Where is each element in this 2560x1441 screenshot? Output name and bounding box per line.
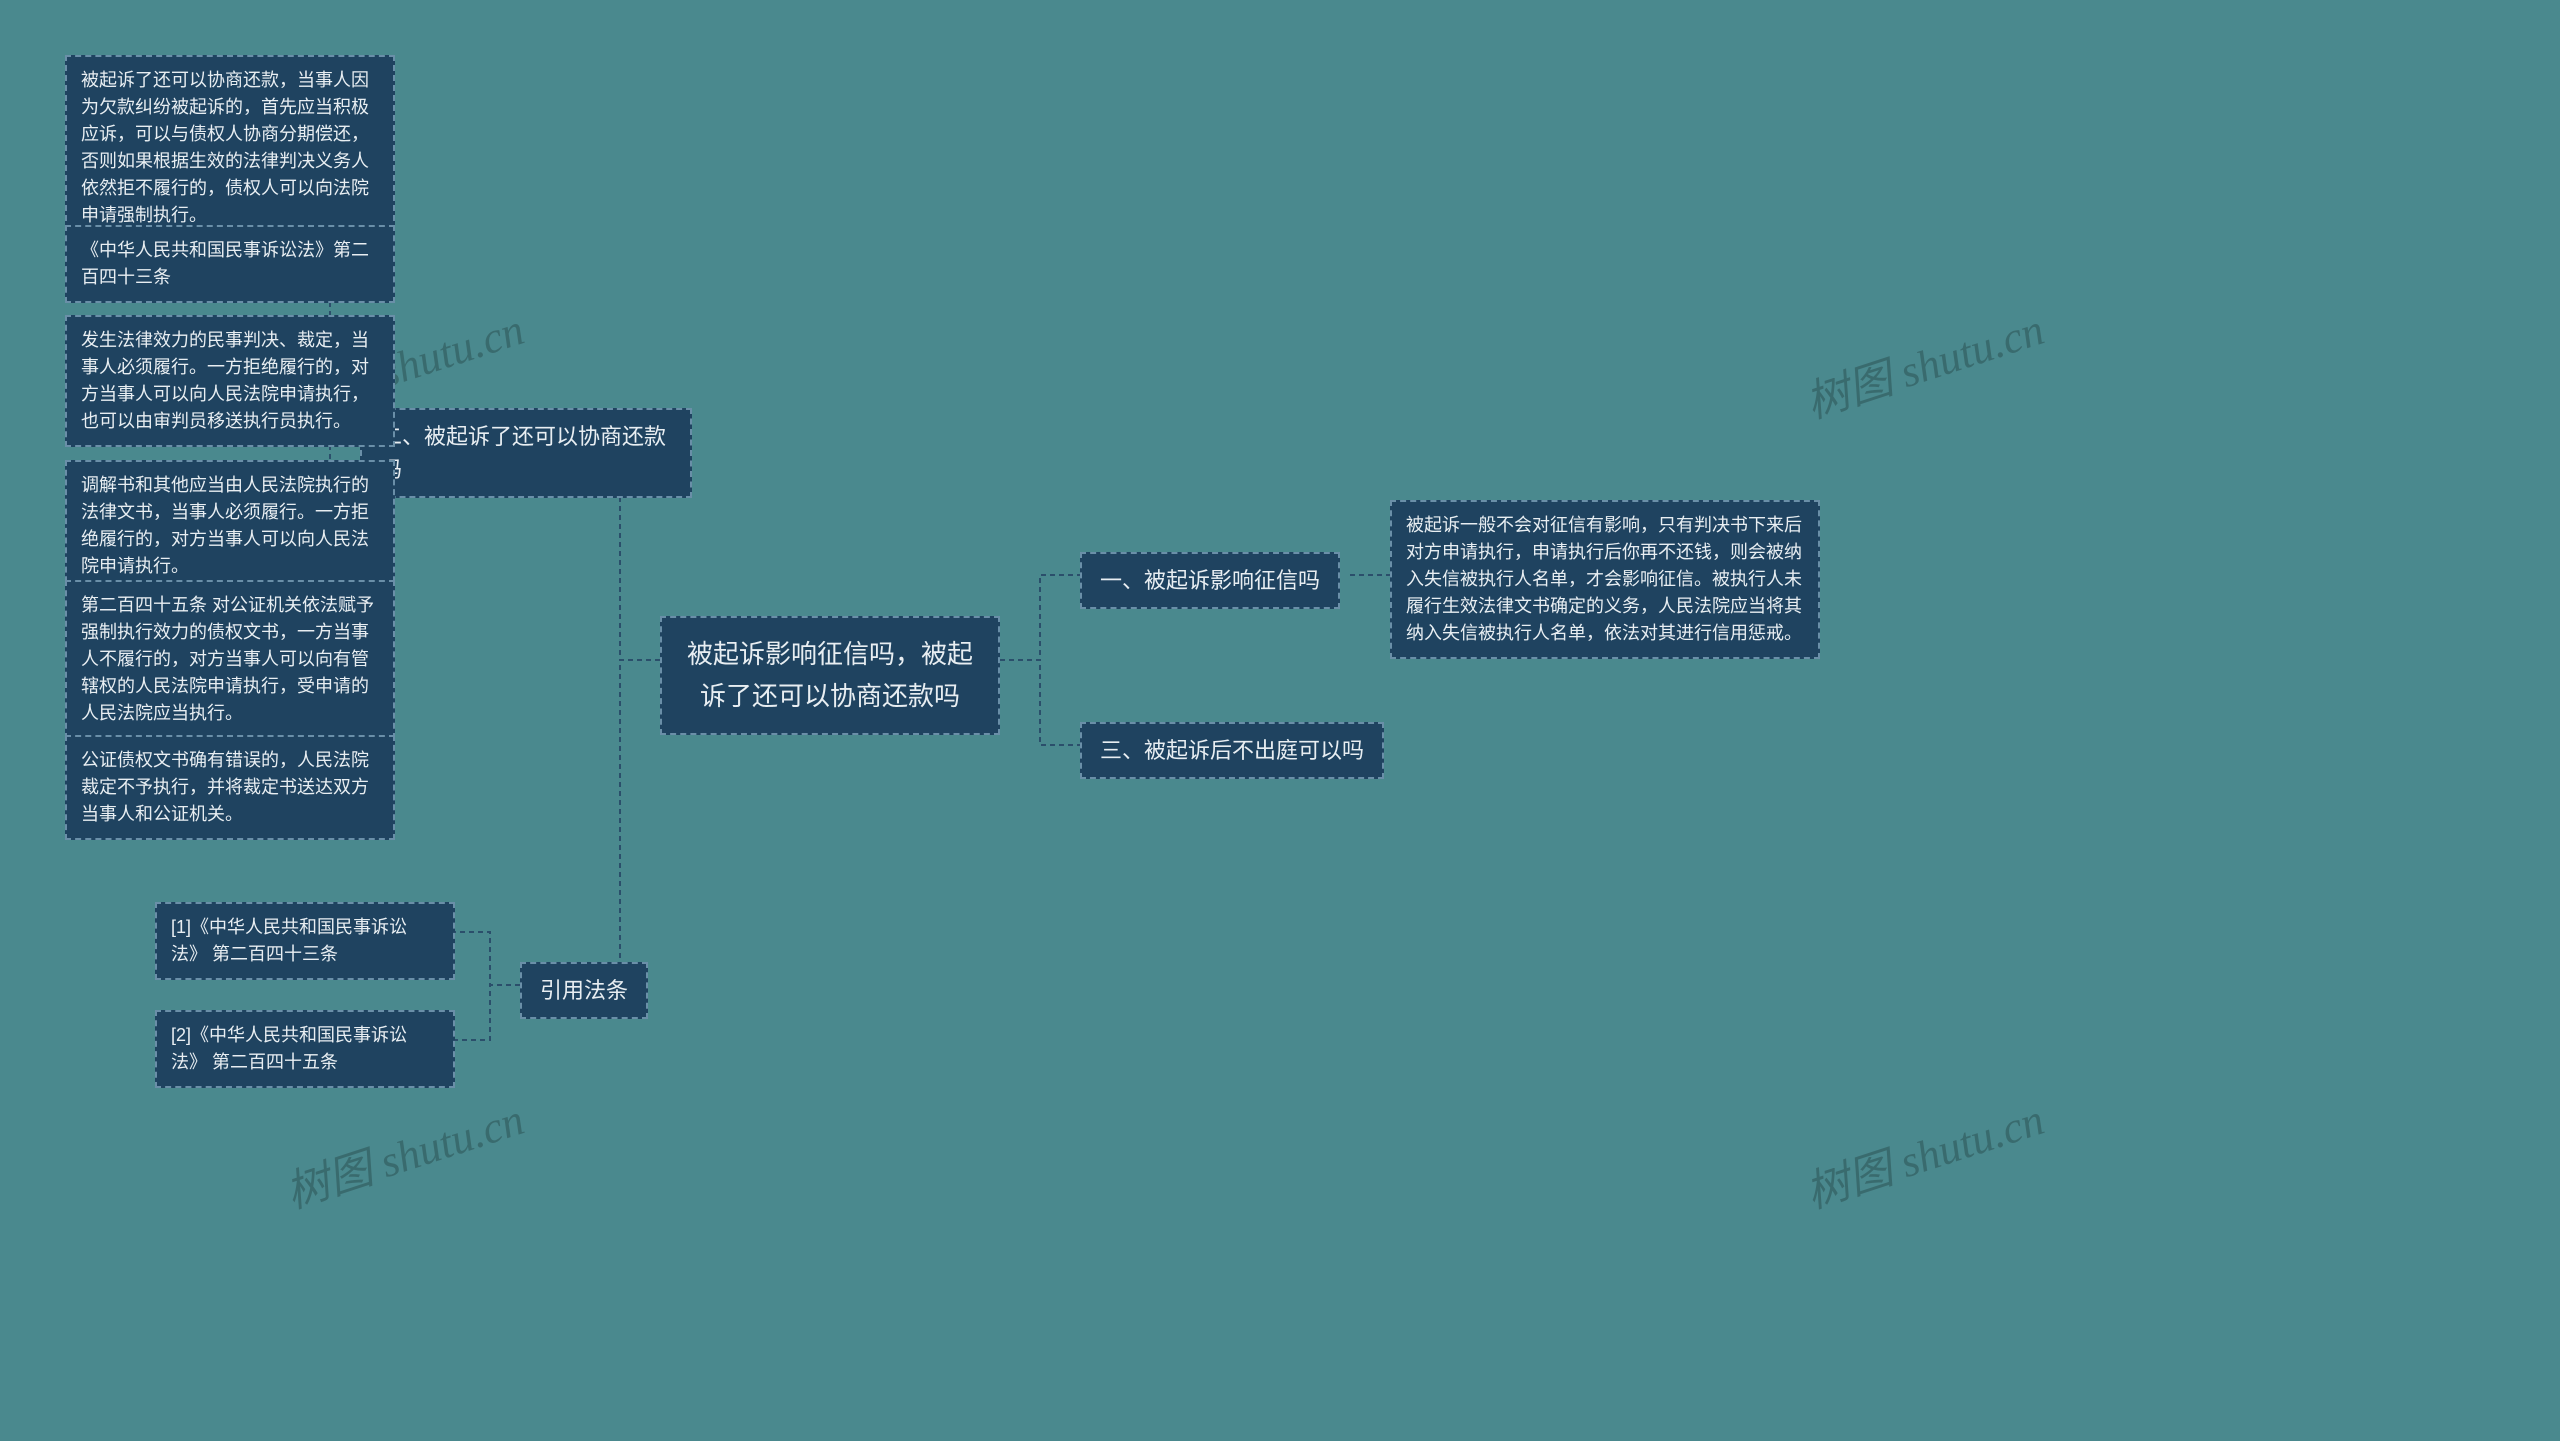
leaf-text: 调解书和其他应当由人民法院执行的法律文书，当事人必须履行。一方拒绝履行的，对方当… — [81, 475, 369, 576]
leaf-node: 《中华人民共和国民事诉讼法》第二百四十三条 — [65, 225, 395, 303]
leaf-node: 被起诉了还可以协商还款，当事人因为欠款纠纷被起诉的，首先应当积极应诉，可以与债权… — [65, 55, 395, 241]
branch-node-refs: 引用法条 — [520, 962, 648, 1019]
branch-2-label: 二、被起诉了还可以协商还款吗 — [380, 424, 666, 482]
branch-node-2: 二、被起诉了还可以协商还款吗 — [360, 408, 692, 498]
refs-label: 引用法条 — [540, 978, 628, 1003]
leaf-text: [2]《中华人民共和国民事诉讼法》 第二百四十五条 — [171, 1025, 407, 1072]
leaf-node: 发生法律效力的民事判决、裁定，当事人必须履行。一方拒绝履行的，对方当事人可以向人… — [65, 315, 395, 447]
watermark: 树图 shutu.cn — [276, 1083, 531, 1220]
watermark: 树图 shutu.cn — [1796, 1083, 2051, 1220]
center-node: 被起诉影响征信吗，被起诉了还可以协商还款吗 — [660, 616, 1000, 735]
center-text: 被起诉影响征信吗，被起诉了还可以协商还款吗 — [687, 639, 973, 711]
leaf-node: 第二百四十五条 对公证机关依法赋予强制执行效力的债权文书，一方当事人不履行的，对… — [65, 580, 395, 739]
watermark: 树图 shutu.cn — [1796, 293, 2051, 430]
leaf-text: [1]《中华人民共和国民事诉讼法》 第二百四十三条 — [171, 917, 407, 964]
leaf-text: 第二百四十五条 对公证机关依法赋予强制执行效力的债权文书，一方当事人不履行的，对… — [81, 595, 374, 723]
leaf-node: [1]《中华人民共和国民事诉讼法》 第二百四十三条 — [155, 902, 455, 980]
leaf-text: 被起诉一般不会对征信有影响，只有判决书下来后对方申请执行，申请执行后你再不还钱，… — [1406, 515, 1802, 643]
leaf-node: 被起诉一般不会对征信有影响，只有判决书下来后对方申请执行，申请执行后你再不还钱，… — [1390, 500, 1820, 659]
leaf-text: 《中华人民共和国民事诉讼法》第二百四十三条 — [81, 240, 369, 287]
branch-node-3: 三、被起诉后不出庭可以吗 — [1080, 722, 1384, 779]
leaf-node: 公证债权文书确有错误的，人民法院裁定不予执行，并将裁定书送达双方当事人和公证机关… — [65, 735, 395, 840]
branch-node-1: 一、被起诉影响征信吗 — [1080, 552, 1340, 609]
branch-3-label: 三、被起诉后不出庭可以吗 — [1100, 738, 1364, 763]
leaf-text: 公证债权文书确有错误的，人民法院裁定不予执行，并将裁定书送达双方当事人和公证机关… — [81, 750, 369, 824]
leaf-text: 被起诉了还可以协商还款，当事人因为欠款纠纷被起诉的，首先应当积极应诉，可以与债权… — [81, 70, 369, 225]
leaf-node: [2]《中华人民共和国民事诉讼法》 第二百四十五条 — [155, 1010, 455, 1088]
branch-1-label: 一、被起诉影响征信吗 — [1100, 568, 1320, 593]
leaf-node: 调解书和其他应当由人民法院执行的法律文书，当事人必须履行。一方拒绝履行的，对方当… — [65, 460, 395, 592]
leaf-text: 发生法律效力的民事判决、裁定，当事人必须履行。一方拒绝履行的，对方当事人可以向人… — [81, 330, 369, 431]
